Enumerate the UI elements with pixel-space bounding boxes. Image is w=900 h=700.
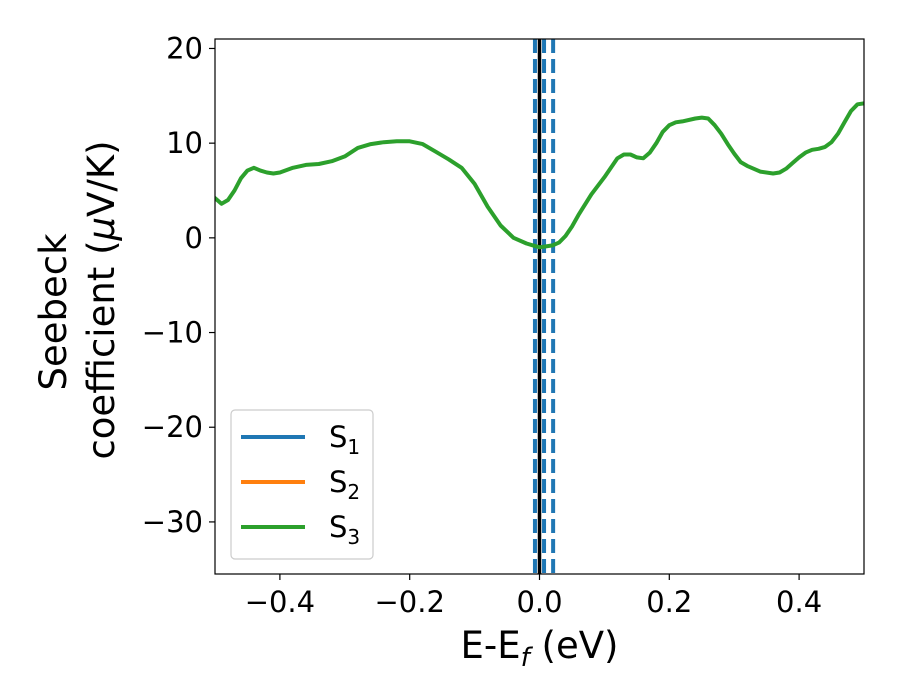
x-tick-label: 0.2 xyxy=(646,585,692,619)
x-tick-label: −0.4 xyxy=(245,585,315,619)
legend-frame xyxy=(230,409,374,560)
y-axis-label-mu: μ xyxy=(80,217,123,242)
y-tick-label: 20 xyxy=(166,31,203,65)
x-axis-label-suffix: (eV) xyxy=(530,624,619,667)
legend-label-2: S2 xyxy=(329,465,360,504)
legend-label-3: S3 xyxy=(329,510,360,549)
svg-text:coefficient (μV/K): coefficient (μV/K) xyxy=(80,140,123,459)
y-axis-label: Seebeck coefficient (μV/K) xyxy=(32,140,123,459)
legend: S1 S2 S3 xyxy=(230,409,374,560)
y-tick-label: 0 xyxy=(185,221,203,255)
x-axis-ticks: −0.4 −0.2 0.0 0.2 0.4 xyxy=(245,574,822,619)
y-axis-label-line1: Seebeck xyxy=(32,233,75,391)
plot-area xyxy=(215,39,864,574)
y-axis-label-line2-suffix: V/K) xyxy=(80,140,123,216)
x-axis-label: E-Ef (eV) xyxy=(461,624,619,673)
y-tick-label: −20 xyxy=(142,410,203,444)
series-line-3 xyxy=(215,101,864,250)
legend-label-1: S1 xyxy=(329,420,360,459)
y-axis-label-line2-prefix: coefficient ( xyxy=(80,240,123,459)
x-tick-label: −0.2 xyxy=(374,585,444,619)
plot-frame xyxy=(214,38,865,575)
y-tick-label: 10 xyxy=(166,126,203,160)
series-lines xyxy=(215,101,864,250)
y-tick-label: −30 xyxy=(142,505,203,539)
x-axis-label-main: E-E xyxy=(461,624,521,667)
x-tick-label: 0.0 xyxy=(516,585,562,619)
y-axis-ticks: −30 −20 −10 0 10 20 xyxy=(142,31,215,539)
svg-text:Seebeck: Seebeck xyxy=(32,233,75,391)
y-tick-label: −10 xyxy=(142,316,203,350)
reference-lines xyxy=(532,39,556,574)
x-tick-label: 0.4 xyxy=(776,585,822,619)
